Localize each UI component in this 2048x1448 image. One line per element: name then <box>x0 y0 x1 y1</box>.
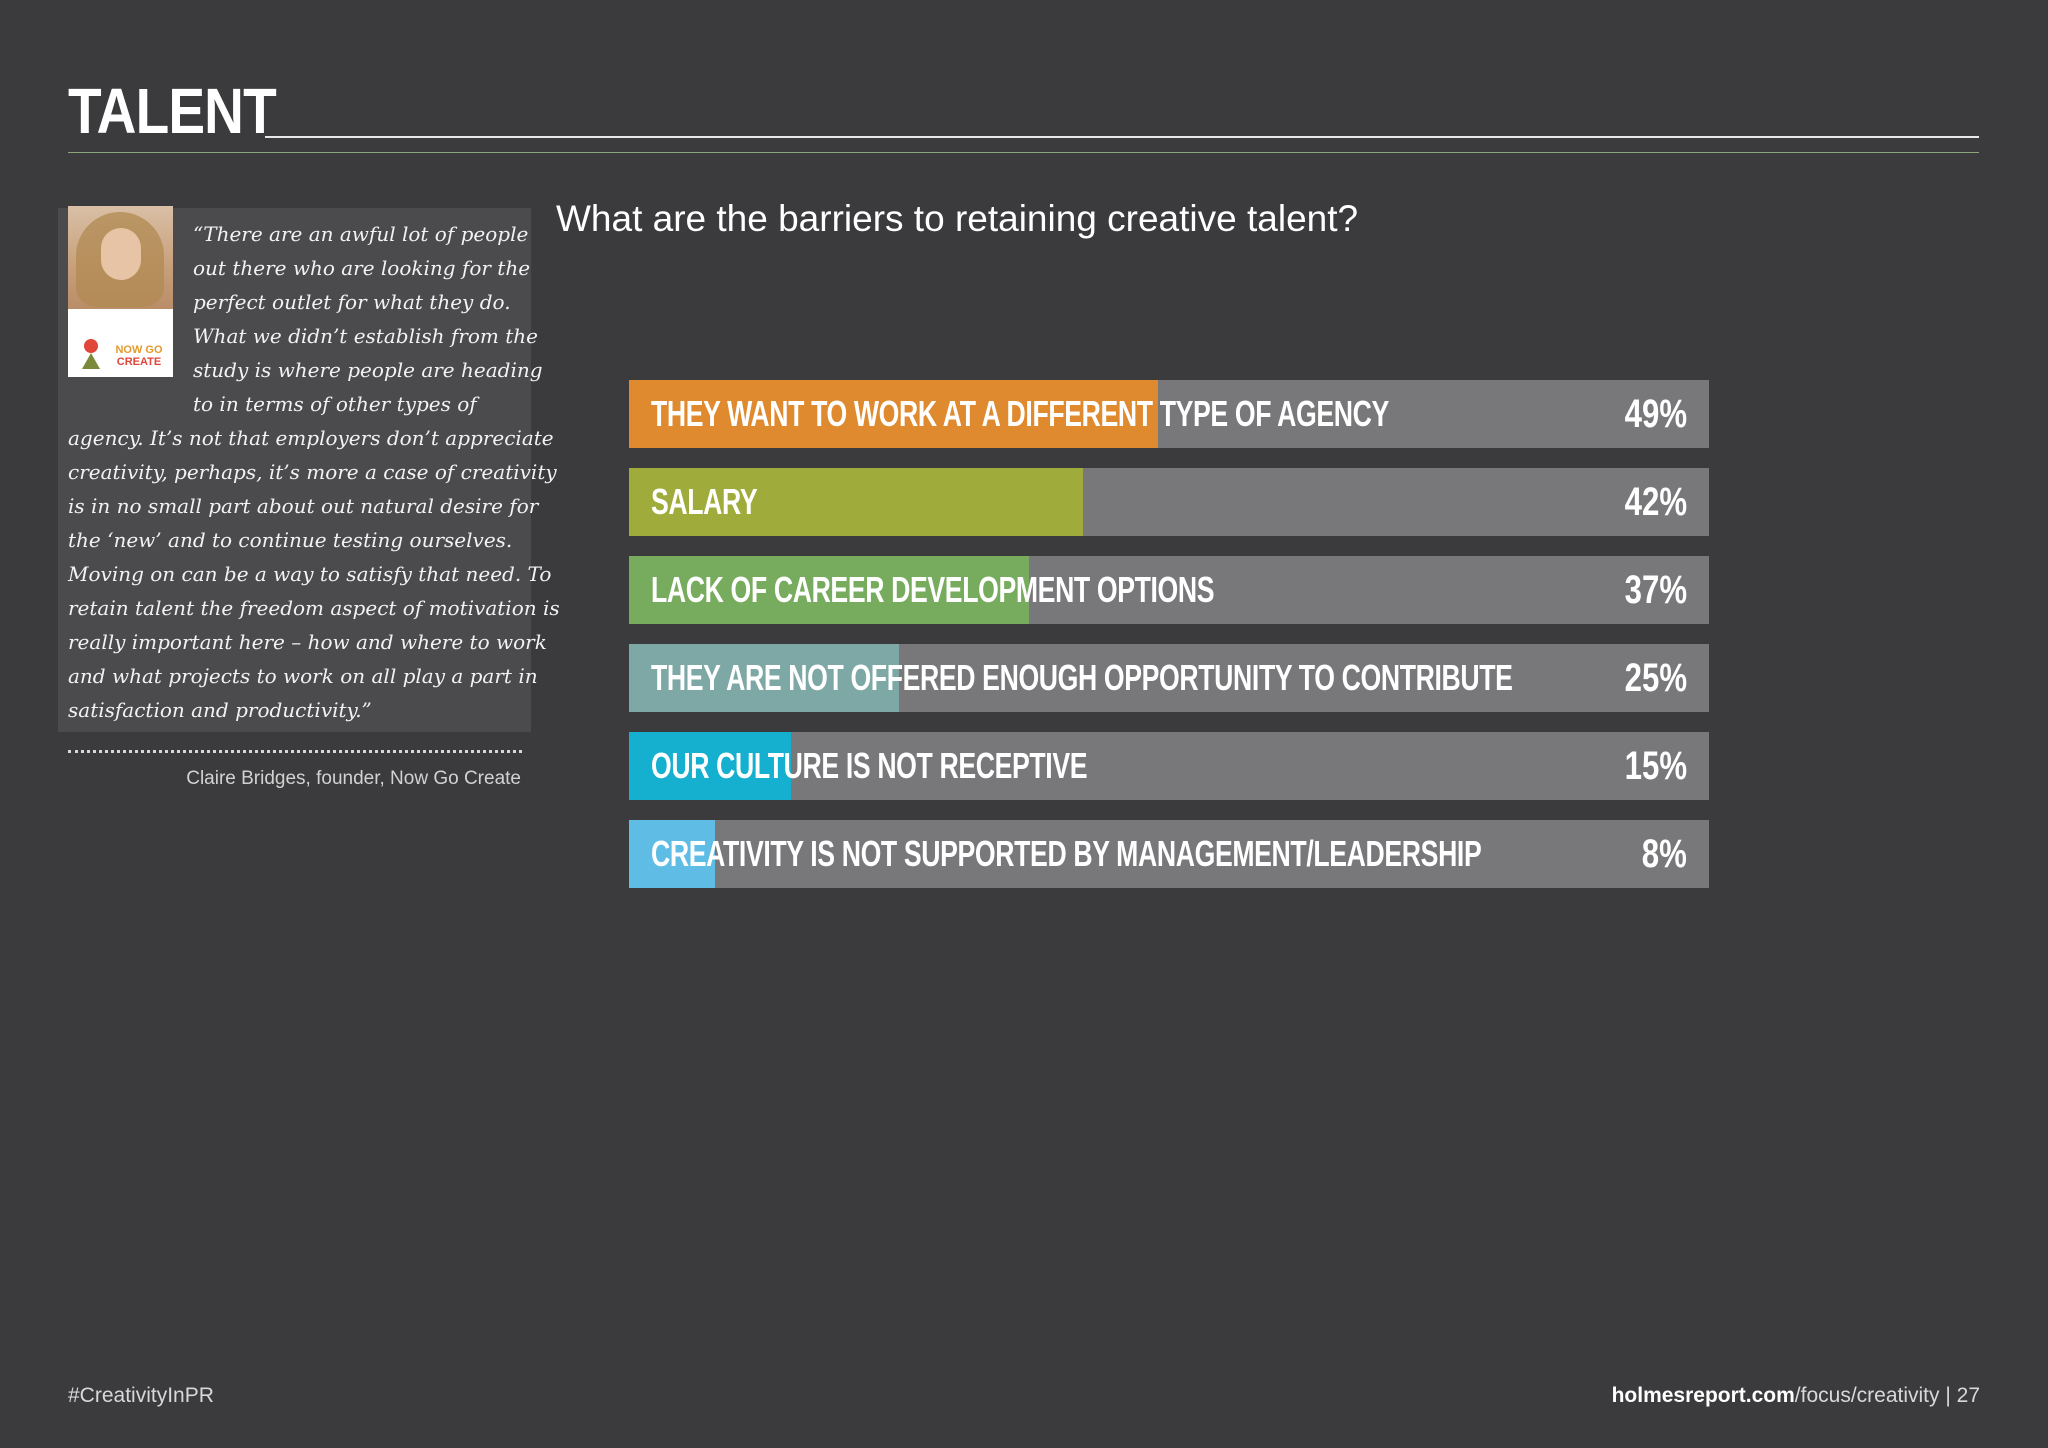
bar-row: THEY ARE NOT OFFERED ENOUGH OPPORTUNITY … <box>629 644 1709 712</box>
bar-value-label: 15% <box>1624 744 1687 788</box>
quote-attribution: Claire Bridges, founder, Now Go Create <box>186 768 521 789</box>
bar-fill <box>629 556 1029 624</box>
page-number: 27 <box>1956 1384 1980 1407</box>
footer-separator: | <box>1939 1384 1957 1407</box>
footer-source: holmesreport.com/focus/creativity | 27 <box>1612 1384 1980 1408</box>
logo-vase-icon <box>82 353 100 369</box>
bar-fill <box>629 820 716 888</box>
bar-row: CREATIVITY IS NOT SUPPORTED BY MANAGEMEN… <box>629 820 1709 888</box>
footer-domain[interactable]: holmesreport.com <box>1611 1384 1795 1407</box>
logo-line-1: NOW GO <box>115 344 163 356</box>
bar-fill <box>629 644 899 712</box>
bar-label: LACK OF CAREER DEVELOPMENT OPTIONS <box>651 569 1215 610</box>
title-rule <box>265 136 1979 138</box>
bar-label: THEY WANT TO WORK AT A DIFFERENT TYPE OF… <box>651 393 1389 434</box>
bar-row: SALARY 42% <box>629 468 1709 536</box>
bar-label: OUR CULTURE IS NOT RECEPTIVE <box>651 745 1088 786</box>
bar-row: OUR CULTURE IS NOT RECEPTIVE 15% <box>629 732 1709 800</box>
footer-hashtag: #CreativityInPR <box>68 1384 214 1407</box>
footer-path[interactable]: /focus/creativity <box>1794 1384 1940 1407</box>
bar-label: SALARY <box>651 481 758 522</box>
bar-value-label: 42% <box>1624 480 1687 524</box>
attribution-divider <box>68 750 522 753</box>
now-go-create-logo: NOW GO CREATE <box>108 344 170 368</box>
bar-label: CREATIVITY IS NOT SUPPORTED BY MANAGEMEN… <box>651 833 1482 874</box>
bar-chart: THEY WANT TO WORK AT A DIFFERENT TYPE OF… <box>629 380 1709 890</box>
bar-fill <box>629 732 791 800</box>
bar-value-label: 49% <box>1624 392 1687 436</box>
bar-value-label: 25% <box>1624 656 1687 700</box>
portrait-face <box>101 228 141 280</box>
logo-flower-icon <box>84 339 98 353</box>
logo-line-2: CREATE <box>116 356 162 368</box>
portrait-photo: NOW GO CREATE <box>68 206 173 377</box>
header-divider <box>68 152 1979 153</box>
bar-value-label: 37% <box>1624 568 1687 612</box>
bar-value-label: 8% <box>1641 832 1687 876</box>
bar-row: THEY WANT TO WORK AT A DIFFERENT TYPE OF… <box>629 380 1709 448</box>
bar-row: LACK OF CAREER DEVELOPMENT OPTIONS 37% <box>629 556 1709 624</box>
bar-fill <box>629 468 1083 536</box>
bar-fill <box>629 380 1159 448</box>
bar-label: THEY ARE NOT OFFERED ENOUGH OPPORTUNITY … <box>651 657 1513 698</box>
page-title: TALENT <box>68 75 277 147</box>
chart-title: What are the barriers to retaining creat… <box>556 198 1359 239</box>
